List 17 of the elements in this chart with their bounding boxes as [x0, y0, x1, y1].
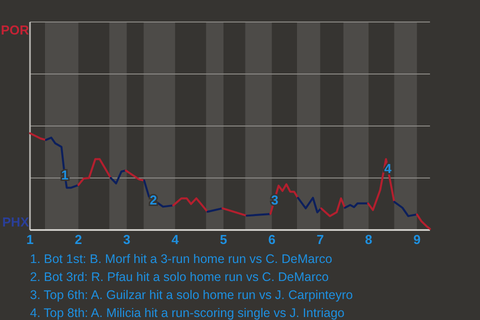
x-tick-label: 2: [74, 232, 82, 247]
x-tick-label: 8: [364, 232, 372, 247]
x-tick-label: 5: [220, 232, 228, 247]
annotation: 1: [61, 168, 68, 183]
text: 3. Top 6th: A. Guilzar hit a solo home run vs J. Carpinteyro: [30, 288, 353, 302]
x-tick-label: 6: [268, 232, 276, 247]
text: POR: [0, 22, 30, 38]
text: 2. Bot 3rd: R. Pfau hit a solo home run vs C. DeMarco: [30, 270, 329, 284]
text: 4. Top 8th: A. Milicia hit a run-scoring single vs J. Intriago: [30, 306, 345, 320]
x-tick-label: 9: [413, 232, 421, 247]
x-tick-label: 7: [316, 232, 324, 247]
text: PHX: [2, 214, 30, 230]
x-tick-label: 3: [123, 232, 130, 247]
text: 1. Bot 1st: B. Morf hit a 3-run home run vs C. DeMarco: [30, 252, 332, 266]
annotation: 2: [150, 192, 157, 208]
x-tick-label: 4: [171, 232, 180, 247]
x-tick-label: 1: [26, 232, 34, 247]
